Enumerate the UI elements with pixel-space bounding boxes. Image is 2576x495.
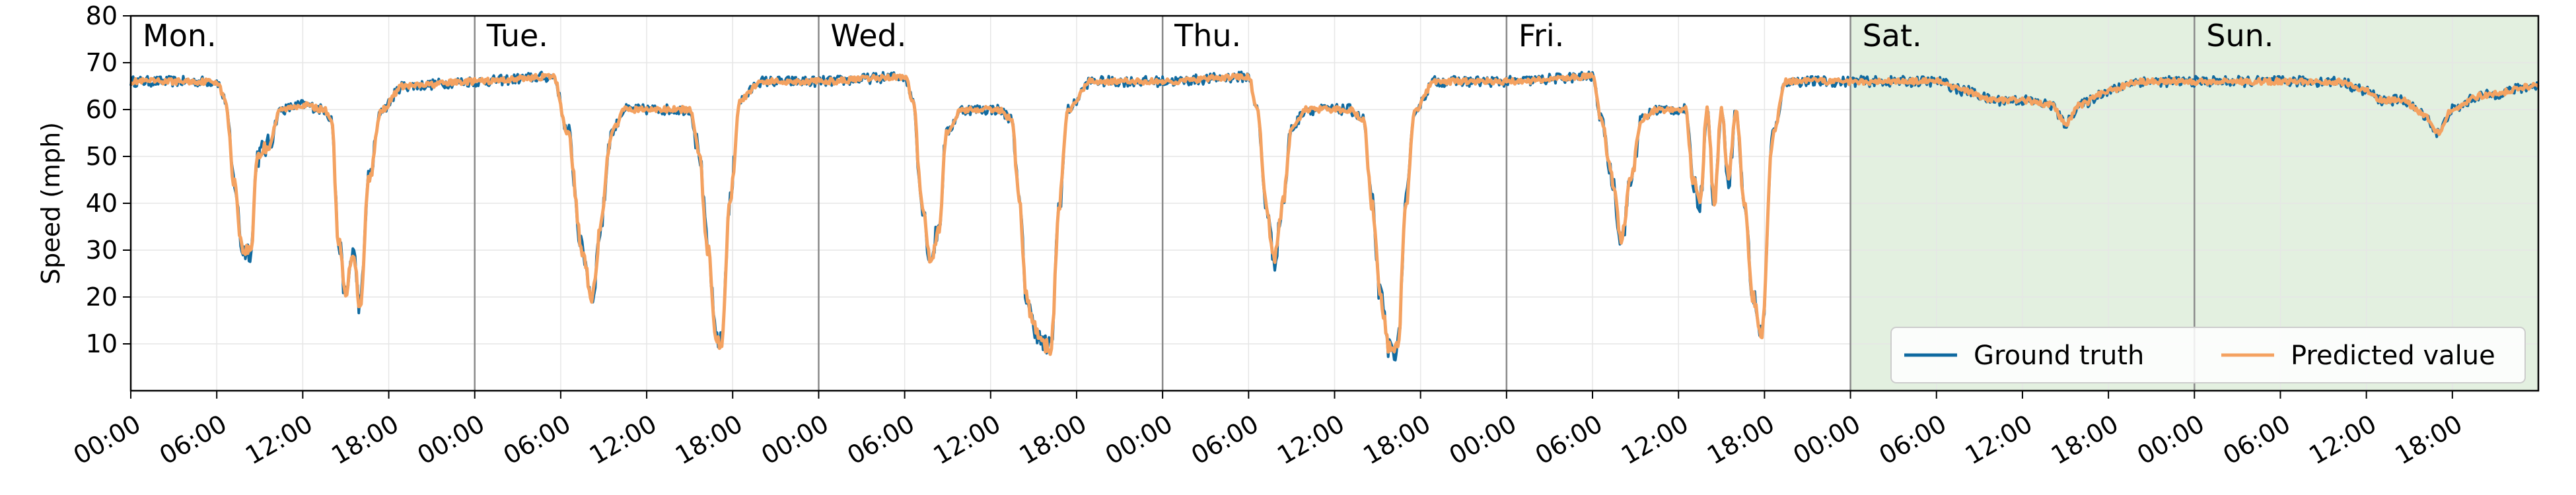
x-tick-label: 12:00: [928, 409, 1005, 471]
y-tick-label: 80: [86, 1, 118, 30]
x-tick-label: 06:00: [1874, 409, 1951, 471]
x-tick-label: 00:00: [69, 409, 146, 471]
x-tick-label: 00:00: [1788, 409, 1865, 471]
day-labels: Mon. Tue. Wed. Thu. Fri. Sat. Sun.: [143, 18, 2273, 53]
y-tick-label: 20: [86, 282, 118, 312]
legend-label-predicted-value: Predicted value: [2291, 341, 2495, 371]
x-tick-label: 06:00: [1186, 409, 1264, 471]
y-tick-label: 40: [86, 189, 118, 218]
day-label: Fri.: [1519, 18, 1564, 53]
x-tick-label: 00:00: [412, 409, 489, 471]
x-tick-label: 18:00: [2046, 409, 2124, 471]
x-tick-label: 12:00: [1616, 409, 1694, 471]
day-label: Thu.: [1174, 18, 1241, 53]
legend-box: [1890, 327, 2526, 383]
x-tick-label: 18:00: [670, 409, 748, 471]
day-label: Wed.: [830, 18, 906, 53]
series-layer: [129, 70, 2540, 362]
x-tick-label: 18:00: [2390, 409, 2467, 471]
day-label: Sat.: [1863, 18, 1922, 53]
x-tick-label: 12:00: [1272, 409, 1349, 471]
x-tick-label: 00:00: [1445, 409, 1522, 471]
x-tick-label: 06:00: [155, 409, 232, 471]
x-tick-label: 00:00: [756, 409, 834, 471]
x-tick-label: 06:00: [499, 409, 576, 471]
x-tick-label: 18:00: [1702, 409, 1779, 471]
x-tick-label: 00:00: [2132, 409, 2209, 471]
day-label: Sun.: [2206, 18, 2273, 53]
x-tick-label: 12:00: [2304, 409, 2381, 471]
y-tick-label: 60: [86, 95, 118, 124]
series-line-predicted-value: [129, 72, 2540, 356]
legend-label-ground-truth: Ground truth: [1974, 341, 2144, 371]
y-tick-label: 50: [86, 142, 118, 171]
day-label: Mon.: [143, 18, 217, 53]
x-tick-label: 06:00: [1530, 409, 1608, 471]
x-tick-label: 00:00: [1100, 409, 1178, 471]
x-tick-label: 06:00: [842, 409, 919, 471]
x-tick-label: 12:00: [240, 409, 318, 471]
x-tick-label: 12:00: [1960, 409, 2038, 471]
day-label: Tue.: [486, 18, 548, 53]
x-tick-label: 18:00: [1015, 409, 1092, 471]
y-tick-label: 30: [86, 236, 118, 265]
x-tick-label: 18:00: [1358, 409, 1435, 471]
x-tick-label: 12:00: [585, 409, 662, 471]
y-tick-label: 70: [86, 48, 118, 77]
legend: Ground truth Predicted value: [1890, 327, 2526, 383]
x-tick-label: 06:00: [2218, 409, 2295, 471]
y-axis-label: Speed (mph): [36, 122, 65, 284]
x-tick-label: 18:00: [326, 409, 404, 471]
y-tick-label: 10: [86, 329, 118, 358]
